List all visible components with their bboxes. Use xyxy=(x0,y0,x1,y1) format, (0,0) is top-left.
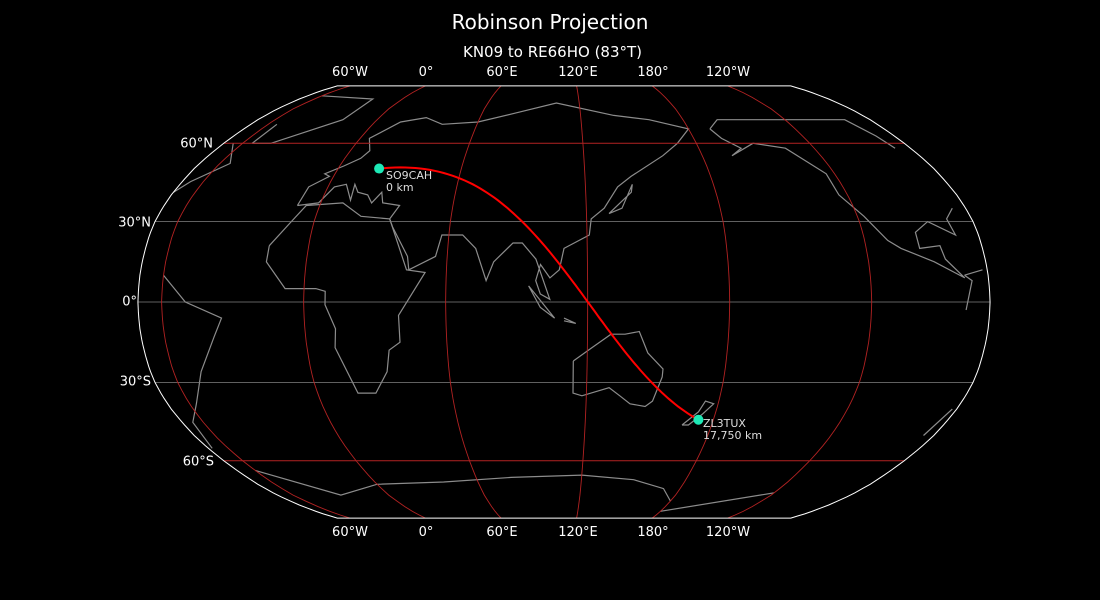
map-outline xyxy=(137,85,991,519)
coastline xyxy=(173,119,966,279)
left-tick: 0° xyxy=(122,294,137,310)
great-circle-path xyxy=(379,166,699,421)
top-tick: 60°W xyxy=(332,65,368,80)
map-title: Robinson Projection xyxy=(451,10,649,34)
top-tick: 0° xyxy=(418,65,434,80)
coastline xyxy=(296,102,690,301)
bottom-tick: 60°W xyxy=(332,525,368,540)
meridian-line xyxy=(445,85,502,519)
coastline xyxy=(255,469,774,512)
top-tick: 120°W xyxy=(705,65,751,80)
left-tick: 30°N xyxy=(118,215,151,231)
left-tick: 60°S xyxy=(182,454,214,470)
bottom-tick: 120°E xyxy=(558,525,598,540)
coastline xyxy=(681,400,715,426)
coastline xyxy=(163,269,983,449)
station-distance: 0 km xyxy=(386,181,414,194)
left-tick: 60°N xyxy=(180,136,213,152)
meridian-line xyxy=(727,85,873,519)
station-call: SO9CAH xyxy=(386,169,433,182)
station-label-start: SO9CAH 0 km xyxy=(386,170,432,194)
coastline xyxy=(563,317,577,324)
station-call: ZL3TUX xyxy=(703,417,746,430)
top-tick: 120°E xyxy=(558,65,598,80)
left-tick: 30°S xyxy=(119,374,151,390)
meridian-line xyxy=(303,85,426,519)
map-layer xyxy=(137,85,991,519)
coastline xyxy=(251,95,375,144)
bottom-tick: 60°E xyxy=(486,525,518,540)
station-marker xyxy=(693,414,704,425)
meridian-line xyxy=(651,85,731,519)
top-tick: 180° xyxy=(637,65,669,80)
station-label-end: ZL3TUX 17,750 km xyxy=(703,418,762,442)
meridian-line xyxy=(161,85,350,519)
map-subtitle: KN09 to RE66HO (83°T) xyxy=(463,43,643,61)
bottom-tick: 120°W xyxy=(705,525,751,540)
bottom-tick: 0° xyxy=(418,525,434,540)
top-tick: 60°E xyxy=(486,65,518,80)
station-marker xyxy=(374,163,385,174)
coastline xyxy=(608,184,633,215)
coastline xyxy=(265,202,427,394)
bottom-tick: 180° xyxy=(637,525,669,540)
station-distance: 17,750 km xyxy=(703,429,763,442)
